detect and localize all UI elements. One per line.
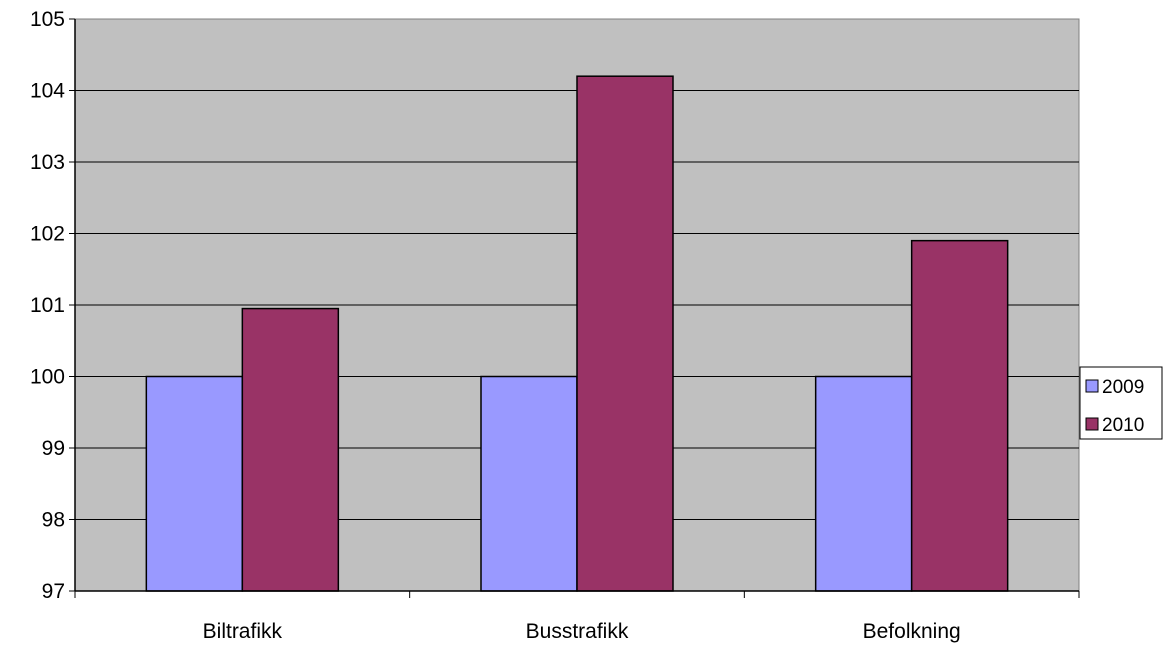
bar-2010-befolkning [910,239,1009,592]
bar-2010-biltrafikk [241,307,340,592]
bars [145,75,1009,592]
legend: 2009 2010 [1079,366,1163,440]
bar-2009-biltrafikk [145,375,244,592]
y-tick-label-100: 100 [30,366,65,389]
x-axis-labels: Biltrafikk Busstrafikk Befolkning [203,620,961,643]
bar-2009-befolkning [814,375,913,592]
y-tick-label-97: 97 [42,580,65,603]
legend-label-2010: 2010 [1102,415,1144,436]
y-tick-label-105: 105 [30,8,65,31]
x-label-befolkning: Befolkning [863,620,961,643]
y-tick-label-99: 99 [42,437,65,460]
y-axis-ticks: 97 98 99 100 101 102 103 104 105 [30,8,75,603]
y-tick-label-102: 102 [30,223,65,246]
y-tick-label-104: 104 [30,80,65,103]
y-tick-label-98: 98 [42,509,65,532]
x-label-busstrafikk: Busstrafikk [526,620,629,643]
bar-2010-busstrafikk [576,75,674,592]
legend-swatch-2009 [1085,379,1099,393]
y-tick-label-103: 103 [30,151,65,174]
legend-label-2009: 2009 [1102,377,1144,398]
legend-swatch-2010 [1085,417,1099,431]
x-label-biltrafikk: Biltrafikk [203,620,283,643]
y-tick-label-101: 101 [30,294,65,317]
bar-2009-busstrafikk [480,375,578,592]
